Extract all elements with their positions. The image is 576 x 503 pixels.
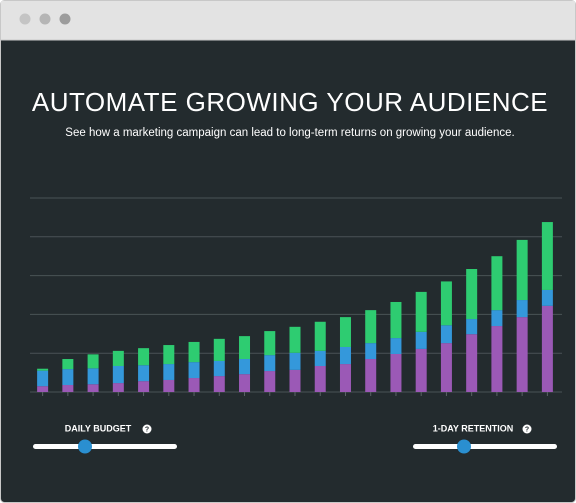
bar-segment	[87, 368, 99, 385]
window-dot[interactable]	[39, 13, 51, 25]
bar-segment	[239, 374, 251, 392]
bar-segment	[112, 383, 124, 392]
bar-segment	[516, 317, 528, 392]
help-icon-glyph: ?	[525, 426, 529, 433]
bar-segment	[541, 289, 553, 306]
bar-segment	[365, 343, 377, 360]
bar-segment	[138, 381, 150, 392]
bar-segment	[138, 348, 150, 366]
bar-segment	[339, 364, 351, 392]
bar-segment	[541, 305, 553, 392]
bar-segment	[163, 345, 175, 365]
bar-segment	[491, 256, 503, 311]
help-icon[interactable]	[522, 424, 532, 434]
bar-segment	[239, 336, 251, 360]
bar-segment	[264, 371, 276, 392]
bar-segment	[62, 385, 74, 392]
bar-segment	[62, 359, 74, 370]
window-dot[interactable]	[19, 13, 31, 25]
bar-segment	[365, 310, 377, 344]
bar-segment	[163, 379, 175, 392]
bar-segment	[390, 338, 402, 354]
bar-segment	[415, 348, 427, 392]
slider-knob[interactable]	[78, 439, 92, 454]
bar-segment	[264, 355, 276, 372]
help-icon-glyph: ?	[145, 426, 149, 433]
chart-title: AUTOMATE GROWING YOUR AUDIENCE	[32, 87, 548, 117]
bar-segment	[37, 370, 49, 387]
bar-segment	[365, 359, 377, 392]
bar-segment	[466, 319, 478, 335]
bar-segment	[314, 321, 326, 351]
bar-segment	[516, 300, 528, 318]
window-dot[interactable]	[59, 13, 71, 25]
bar-segment	[415, 331, 427, 349]
slider-knob[interactable]	[457, 439, 471, 454]
slider-track[interactable]	[33, 444, 177, 449]
bar-segment	[491, 326, 503, 392]
bar-segment	[491, 310, 503, 327]
slider-track[interactable]	[413, 444, 557, 449]
bar-segment	[466, 269, 478, 320]
bar-segment	[516, 239, 528, 301]
bar-segment	[213, 360, 225, 377]
bar-segment	[264, 331, 276, 356]
bar-segment	[188, 341, 200, 363]
slider-control: 1-DAY RETENTION ?	[413, 423, 557, 454]
bar-segment	[440, 325, 452, 344]
bar-segment	[188, 378, 200, 392]
bar-segment	[213, 376, 225, 392]
bar-segment	[62, 369, 74, 386]
bar-segment	[37, 368, 49, 371]
bar-segment	[440, 281, 452, 326]
help-icon[interactable]	[142, 424, 152, 434]
bar-segment	[138, 365, 150, 382]
bar-segment	[541, 222, 553, 290]
bar-segment	[415, 291, 427, 332]
bar-segment	[87, 384, 99, 392]
bar-segment	[87, 354, 99, 369]
title-bar	[1, 1, 575, 40]
bar-segment	[314, 350, 326, 367]
bar-segment	[289, 352, 301, 370]
slider-label: 1-DAY RETENTION	[433, 423, 514, 433]
bar-segment	[390, 353, 402, 392]
bar-segment	[163, 364, 175, 380]
bar-segment	[112, 366, 124, 384]
bar-segment	[112, 350, 124, 367]
bar-segment	[440, 343, 452, 392]
bar-segment	[289, 326, 301, 353]
bar-segment	[213, 338, 225, 361]
bar-segment	[339, 346, 351, 365]
bar-segment	[390, 301, 402, 339]
bar-segment	[289, 369, 301, 392]
bar-segment	[466, 334, 478, 392]
bar-segment	[37, 386, 49, 392]
bar-segment	[239, 359, 251, 375]
bar-segment	[314, 366, 326, 392]
slider-control: DAILY BUDGET ?	[33, 423, 177, 454]
bar-segment	[188, 362, 200, 379]
chart-subtitle: See how a marketing campaign can lead to…	[65, 127, 514, 139]
slider-label: DAILY BUDGET	[65, 423, 132, 433]
bar-segment	[339, 317, 351, 347]
